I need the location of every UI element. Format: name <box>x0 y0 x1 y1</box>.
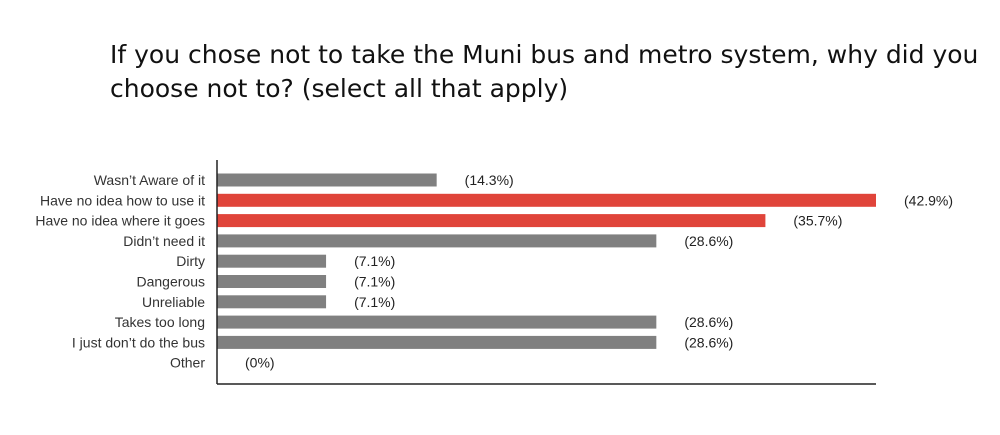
bar <box>217 254 327 268</box>
bar <box>217 315 657 329</box>
data-label: (7.1%) <box>354 253 395 269</box>
data-label: (28.6%) <box>684 314 733 330</box>
data-label: (7.1%) <box>354 294 395 310</box>
category-label: Dirty <box>176 253 205 269</box>
bar <box>217 193 876 207</box>
data-label: (28.6%) <box>684 233 733 249</box>
data-label: (14.3%) <box>465 172 514 188</box>
chart-title: If you chose not to take the Muni bus an… <box>110 40 979 103</box>
category-label: Have no idea how to use it <box>40 192 205 208</box>
data-label: (28.6%) <box>684 334 733 350</box>
category-label: I just don’t do the bus <box>72 334 205 350</box>
category-label: Have no idea where it goes <box>35 213 205 229</box>
category-label: Other <box>170 355 205 371</box>
bar <box>217 295 327 309</box>
bar <box>217 234 657 248</box>
category-label: Takes too long <box>115 314 205 330</box>
category-label: Didn’t need it <box>123 233 205 249</box>
data-label: (7.1%) <box>354 274 395 290</box>
data-label: (42.9%) <box>904 192 953 208</box>
category-label: Wasn’t Aware of it <box>94 172 205 188</box>
bar <box>217 214 766 228</box>
bar <box>217 275 327 288</box>
data-label: (35.7%) <box>793 213 842 229</box>
category-label: Dangerous <box>137 274 206 290</box>
data-label: (0%) <box>245 355 275 371</box>
bar <box>217 335 657 349</box>
bar <box>217 173 437 187</box>
category-label: Unreliable <box>142 294 205 310</box>
